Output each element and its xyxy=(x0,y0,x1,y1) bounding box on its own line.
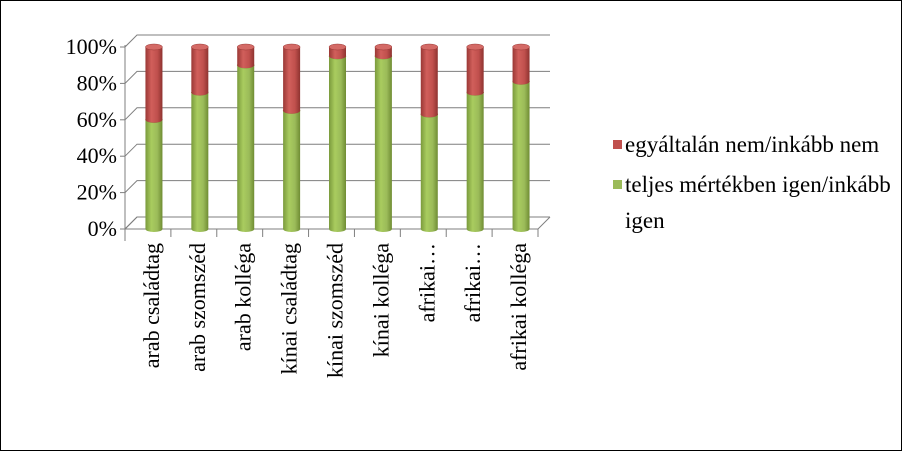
bar-bottom-cap xyxy=(283,226,301,232)
bar-body xyxy=(283,47,301,111)
y-tick-label: 80% xyxy=(77,70,117,95)
legend-label-red: egyáltalán nem/inkább nem xyxy=(625,132,880,157)
bar-bottom-cap xyxy=(512,78,530,85)
bar-body xyxy=(145,47,163,120)
legend-label-green: teljes mértékben igen/inkább igen xyxy=(625,172,891,233)
bar-segment-red xyxy=(236,43,255,69)
bar-bottom-cap xyxy=(191,89,209,96)
bar-segment-green xyxy=(466,89,484,232)
x-category-label: arab szomszéd xyxy=(185,243,210,372)
bar-body xyxy=(283,110,301,229)
bar-bottom-cap xyxy=(329,226,346,232)
bar-segment-red xyxy=(374,43,393,60)
bar-body xyxy=(374,47,392,57)
bar-bottom-cap xyxy=(512,226,530,232)
y-tick-label: 40% xyxy=(77,143,117,168)
bar-bottom-cap xyxy=(466,226,484,232)
bar-segment-green xyxy=(420,111,439,232)
bar-body xyxy=(466,92,484,229)
legend-item-red: egyáltalán nem/inkább nem xyxy=(613,127,898,163)
bar-bottom-cap xyxy=(420,111,438,118)
gridline xyxy=(124,70,550,84)
bar-body xyxy=(420,114,438,229)
bar-bottom-cap xyxy=(466,89,484,96)
x-category-label: arab kolléga xyxy=(231,243,256,351)
bar-segment-red xyxy=(420,43,439,118)
bar-top-cap xyxy=(374,43,393,51)
bar-top-cap xyxy=(512,43,530,51)
bar-bottom-cap xyxy=(283,107,301,114)
bar-segment-green xyxy=(282,107,301,232)
x-category-label: afrikai… xyxy=(414,243,439,322)
bar-segment-red xyxy=(145,43,163,123)
gridline xyxy=(124,107,550,121)
x-category-label: kínai családtag xyxy=(277,243,302,374)
x-category-label: afrikai… xyxy=(460,243,485,322)
bar-bottom-cap xyxy=(374,226,392,232)
bar-bottom-cap xyxy=(191,226,209,232)
bar-segment-green xyxy=(191,89,209,232)
bar-body xyxy=(512,81,530,229)
legend-item-green: teljes mértékben igen/inkább igen xyxy=(613,167,898,239)
bar-top-cap xyxy=(191,43,209,51)
bar-body xyxy=(512,47,530,82)
x-axis-depth xyxy=(124,216,138,230)
y-tick-label: 20% xyxy=(77,180,117,205)
bar-segment-green xyxy=(512,78,530,232)
bar-top-cap xyxy=(236,43,255,51)
bar-bottom-cap xyxy=(145,116,163,123)
bar-segment-red xyxy=(466,43,484,96)
legend-swatch-red xyxy=(613,140,622,149)
bar-bottom-cap xyxy=(374,53,392,60)
bar-segment-green xyxy=(236,61,255,232)
bar-body xyxy=(191,47,209,93)
bar-bottom-cap xyxy=(237,226,255,232)
gridline xyxy=(124,180,550,193)
bar-body xyxy=(145,119,163,229)
bar-segment-red xyxy=(328,43,347,60)
bar-body xyxy=(329,56,346,229)
bar-top-cap xyxy=(420,43,439,51)
bar-top-cap xyxy=(145,43,163,51)
bar-body xyxy=(237,65,255,229)
x-category-label: afrikai kolléga xyxy=(506,243,531,371)
gridline xyxy=(124,143,550,157)
bar-top-cap xyxy=(328,43,347,51)
bar-body xyxy=(237,47,255,66)
bar-segment-green xyxy=(145,116,163,232)
gridline xyxy=(124,34,550,48)
x-category-label: arab családtag xyxy=(139,243,164,368)
legend: egyáltalán nem/inkább nem teljes mértékb… xyxy=(613,127,898,243)
x-category-label: kínai kolléga xyxy=(368,243,393,357)
bar-bottom-cap xyxy=(145,226,163,232)
bar-body xyxy=(329,47,346,57)
bar-body xyxy=(191,92,209,229)
bar-body xyxy=(466,47,484,93)
x-category-label: kínai szomszéd xyxy=(323,243,348,378)
y-tick-label: 100% xyxy=(66,34,117,59)
bar-bottom-cap xyxy=(237,62,255,69)
bar-top-cap xyxy=(282,43,301,51)
bar-bottom-cap xyxy=(420,226,438,232)
bar-bottom-cap xyxy=(329,53,346,60)
legend-swatch-green xyxy=(613,180,622,189)
bar-segment-red xyxy=(512,43,530,85)
y-tick-label: 60% xyxy=(77,107,117,132)
bar-segment-green xyxy=(374,52,393,232)
bar-segment-red xyxy=(191,43,209,96)
bar-segment-green xyxy=(328,52,347,232)
bar-segment-red xyxy=(282,43,301,114)
bar-body xyxy=(374,56,392,229)
bar-top-cap xyxy=(466,43,484,51)
y-tick-label: 0% xyxy=(88,216,117,241)
bar-body xyxy=(420,47,438,115)
